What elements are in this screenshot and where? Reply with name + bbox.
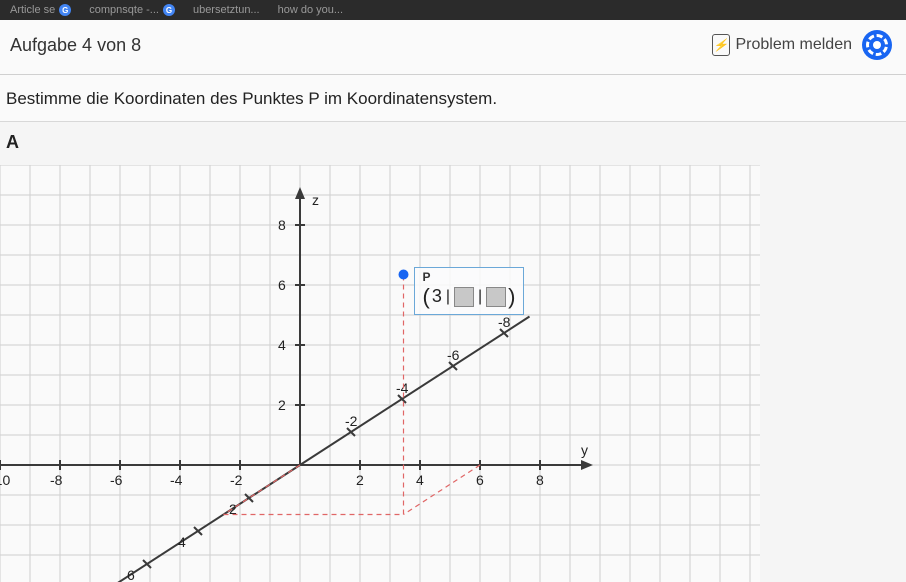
report-label: Problem melden bbox=[736, 36, 853, 54]
point-coordinate-box: P ( 3 | | ) bbox=[414, 267, 525, 315]
svg-text:4: 4 bbox=[278, 337, 286, 353]
coord-separator: | bbox=[444, 288, 452, 306]
question-text: Bestimme die Koordinaten des Punktes P i… bbox=[0, 75, 906, 122]
browser-tab[interactable]: Article se G bbox=[4, 4, 77, 16]
browser-tab[interactable]: ubersetztun... bbox=[187, 4, 266, 16]
help-button[interactable] bbox=[862, 30, 892, 60]
coord-z-input[interactable] bbox=[486, 287, 506, 307]
google-icon: G bbox=[59, 4, 71, 16]
svg-text:6: 6 bbox=[476, 472, 484, 488]
google-icon: G bbox=[163, 4, 175, 16]
coord-x-prefill: 3 bbox=[432, 286, 442, 307]
svg-text:2: 2 bbox=[278, 397, 286, 413]
svg-text:-6: -6 bbox=[447, 347, 460, 363]
svg-text:-2: -2 bbox=[345, 413, 358, 429]
coordinate-system: z2468y2468-2-4-6-8-1010x2468-2-4-6-8 P (… bbox=[0, 165, 760, 582]
point-label: P bbox=[423, 270, 516, 284]
svg-text:-8: -8 bbox=[50, 472, 63, 488]
tab-label: ubersetztun... bbox=[193, 4, 260, 16]
task-counter: Aufgabe 4 von 8 bbox=[10, 35, 141, 56]
svg-text:-2: -2 bbox=[230, 472, 243, 488]
svg-text:4: 4 bbox=[178, 534, 186, 550]
svg-text:8: 8 bbox=[278, 217, 286, 233]
svg-text:2: 2 bbox=[356, 472, 364, 488]
open-paren: ( bbox=[423, 284, 430, 310]
svg-text:z: z bbox=[312, 192, 319, 208]
panel-label: A bbox=[0, 122, 906, 159]
tab-label: Article se bbox=[10, 4, 55, 16]
svg-text:6: 6 bbox=[127, 567, 135, 582]
life-ring-icon bbox=[866, 34, 888, 56]
svg-text:-8: -8 bbox=[498, 314, 511, 330]
close-paren: ) bbox=[508, 284, 515, 310]
svg-text:-6: -6 bbox=[110, 472, 123, 488]
browser-tab[interactable]: compnsqte -... G bbox=[83, 4, 181, 16]
report-problem-button[interactable]: ⚡ Problem melden bbox=[712, 34, 853, 56]
coord-separator: | bbox=[476, 288, 484, 306]
svg-text:8: 8 bbox=[536, 472, 544, 488]
browser-tab[interactable]: how do you... bbox=[272, 4, 349, 16]
tab-label: how do you... bbox=[278, 4, 343, 16]
svg-text:-4: -4 bbox=[170, 472, 183, 488]
svg-text:-10: -10 bbox=[0, 472, 10, 488]
svg-text:y: y bbox=[581, 442, 588, 458]
tab-label: compnsqte -... bbox=[89, 4, 159, 16]
coord-y-input[interactable] bbox=[454, 287, 474, 307]
svg-text:4: 4 bbox=[416, 472, 424, 488]
browser-tab-bar: Article se G compnsqte -... G ubersetztu… bbox=[0, 0, 906, 20]
svg-text:-4: -4 bbox=[396, 380, 409, 396]
exercise-header: Aufgabe 4 von 8 ⚡ Problem melden bbox=[0, 20, 906, 75]
lightning-icon: ⚡ bbox=[712, 34, 730, 56]
svg-text:6: 6 bbox=[278, 277, 286, 293]
